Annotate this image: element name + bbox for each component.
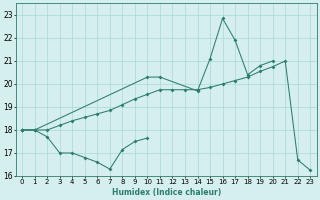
X-axis label: Humidex (Indice chaleur): Humidex (Indice chaleur) — [112, 188, 221, 197]
